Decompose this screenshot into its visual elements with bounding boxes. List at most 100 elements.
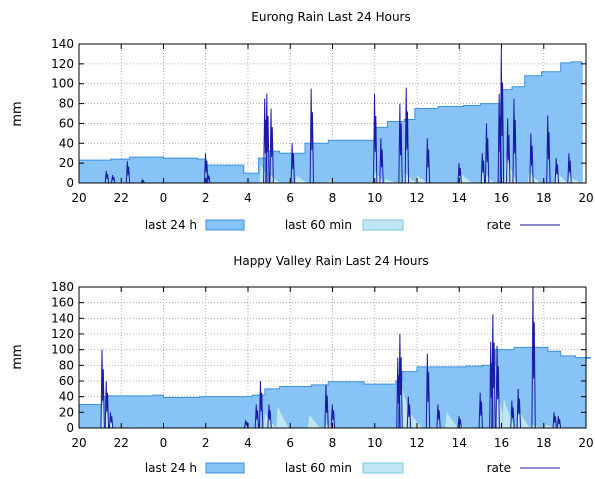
legend: last 24 h last 60 min rate (145, 461, 560, 475)
rate-spike (425, 138, 431, 184)
y-tick-label: 120 (51, 327, 74, 341)
rate-spike (372, 93, 378, 184)
chart-happy-valley: Happy Valley Rain Last 24 Hours mm 02040… (10, 254, 594, 475)
y-tick-label: 80 (59, 97, 74, 111)
y-tick-label: 80 (59, 358, 74, 372)
y-tick-label: 20 (59, 405, 74, 419)
rate-spike (267, 404, 272, 429)
x-tick-label: 12 (409, 191, 424, 205)
legend-label-last-60min: last 60 min (285, 461, 352, 475)
rate-spike (203, 153, 209, 184)
y-tick-label: 60 (59, 374, 74, 388)
x-tick-label: 22 (114, 436, 129, 450)
x-tick-label: 2 (202, 191, 210, 205)
legend-label-last-24h: last 24 h (145, 218, 197, 232)
x-tick-label: 20 (578, 191, 593, 205)
rate-spike (554, 158, 560, 184)
x-tick-label: 14 (452, 436, 467, 450)
chart-title: Eurong Rain Last 24 Hours (251, 10, 410, 24)
x-tick-label: 2 (202, 436, 210, 450)
legend: last 24 h last 60 min rate (145, 218, 560, 232)
y-tick-label: 40 (59, 390, 74, 404)
rate-spike (491, 314, 496, 429)
series-last-24h-area (79, 61, 583, 183)
x-tick-label: 16 (494, 191, 509, 205)
y-tick-label: 100 (51, 77, 74, 91)
rate-spike (258, 380, 264, 429)
rate-spike (140, 178, 145, 184)
x-tick-label: 8 (329, 436, 337, 450)
rate-spike (529, 133, 534, 184)
rate-spike (254, 404, 260, 429)
rate-spike (379, 138, 384, 184)
legend-label-last-24h: last 24 h (145, 461, 197, 475)
legend-label-rate: rate (487, 461, 511, 475)
rate-spike (516, 388, 522, 429)
x-tick-label: 6 (286, 191, 294, 205)
legend-swatch-last-60min (362, 462, 404, 474)
x-tick-label: 10 (367, 436, 382, 450)
series-last-24h-edge (79, 61, 583, 174)
legend-swatch-last-24h (205, 462, 245, 474)
rate-spike (495, 345, 500, 429)
rate-spike (404, 87, 410, 184)
rate-spike (484, 123, 490, 184)
rate-spike (457, 163, 462, 184)
y-axis-label: mm (10, 344, 25, 369)
x-tick-label: 14 (452, 191, 467, 205)
y-tick-label: 140 (51, 311, 74, 325)
rate-spike (398, 333, 403, 429)
x-tick-label: 20 (71, 191, 86, 205)
rate-spike (436, 404, 441, 429)
y-tick-label: 40 (59, 136, 74, 150)
x-tick-label: 22 (114, 191, 129, 205)
rate-spike (125, 161, 131, 184)
rate-spike (406, 396, 412, 429)
x-tick-label: 10 (367, 191, 382, 205)
x-tick-label: 20 (71, 436, 86, 450)
rate-spike (290, 143, 295, 184)
x-tick-label: 4 (244, 436, 252, 450)
rate-spike (269, 108, 274, 184)
rate-spike (510, 400, 515, 429)
rate-spike (206, 173, 211, 184)
rate-spike (478, 392, 483, 429)
rate-spike (512, 98, 517, 184)
x-tick-label: 18 (536, 191, 551, 205)
rate-spike (531, 286, 536, 429)
rate-spike (556, 416, 562, 429)
rate-spike (567, 153, 572, 184)
rate-spike (108, 412, 114, 429)
y-tick-label: 120 (51, 57, 74, 71)
x-tick-label: 0 (160, 191, 168, 205)
rate-spike (546, 115, 551, 184)
rate-spike (398, 103, 403, 184)
rate-spike (480, 153, 486, 184)
series-last-24h-edge (79, 346, 591, 405)
y-tick-label: 60 (59, 116, 74, 130)
rate-spike (552, 412, 557, 429)
y-tick-label: 100 (51, 343, 74, 357)
x-tick-label: 20 (578, 436, 593, 450)
rate-spike (506, 118, 511, 184)
x-tick-label: 6 (286, 436, 294, 450)
rate-spike (100, 349, 105, 429)
y-tick-label: 160 (51, 296, 74, 310)
y-tick-label: 20 (59, 156, 74, 170)
y-tick-label: 0 (66, 176, 74, 190)
legend-label-last-60min: last 60 min (285, 218, 352, 232)
y-tick-label: 0 (66, 421, 74, 435)
y-tick-label: 180 (51, 280, 74, 294)
legend-label-rate: rate (487, 218, 511, 232)
rate-spike (244, 420, 249, 429)
legend-swatch-last-60min (362, 219, 404, 231)
rate-spike (309, 88, 314, 184)
x-tick-label: 12 (409, 436, 424, 450)
series-rate (100, 286, 562, 429)
chart-title: Happy Valley Rain Last 24 Hours (233, 254, 428, 268)
rate-spike (265, 93, 270, 184)
x-tick-label: 18 (536, 436, 551, 450)
